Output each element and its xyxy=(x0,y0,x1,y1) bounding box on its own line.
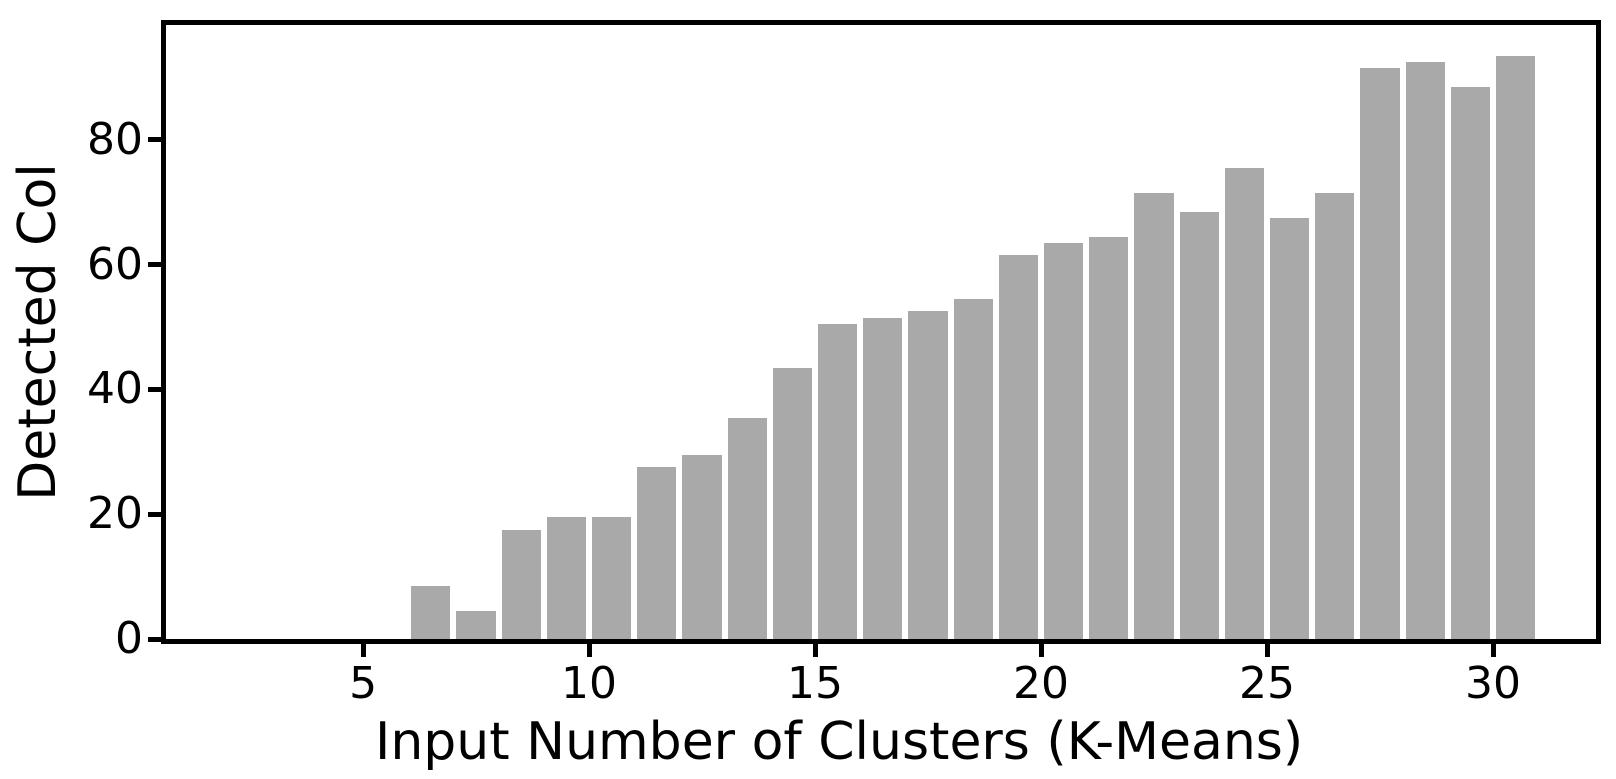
bar xyxy=(546,517,587,639)
bar xyxy=(1134,192,1174,639)
bar xyxy=(1269,217,1310,639)
bar xyxy=(501,529,541,639)
bar xyxy=(1450,86,1490,639)
y-tick-mark xyxy=(148,137,161,143)
bar xyxy=(1224,167,1264,639)
bar xyxy=(1495,55,1536,639)
y-tick-mark xyxy=(148,636,161,642)
bar xyxy=(1043,242,1084,639)
x-tick-mark xyxy=(586,644,592,657)
bar xyxy=(1089,236,1129,639)
bar xyxy=(1405,61,1445,639)
x-tick-label: 25 xyxy=(1239,658,1295,709)
bar xyxy=(772,367,813,639)
bar xyxy=(818,323,858,639)
bar xyxy=(1315,192,1355,639)
plot-area xyxy=(161,20,1601,644)
bar xyxy=(456,610,496,639)
bar xyxy=(637,467,677,639)
bar xyxy=(1179,211,1219,639)
bar xyxy=(908,311,948,639)
y-tick-mark xyxy=(148,386,161,392)
y-tick-label: 80 xyxy=(87,113,143,165)
x-tick-mark xyxy=(1264,644,1270,657)
bar xyxy=(411,586,451,639)
x-axis-label: Input Number of Clusters (K-Means) xyxy=(375,712,1304,772)
x-tick-mark xyxy=(1038,644,1044,657)
x-tick-mark xyxy=(360,644,366,657)
bar xyxy=(953,298,993,639)
bar xyxy=(727,417,767,639)
x-tick-label: 20 xyxy=(1013,658,1069,709)
x-tick-label: 5 xyxy=(349,658,378,709)
x-tick-label: 30 xyxy=(1465,658,1521,709)
bar xyxy=(682,454,722,639)
y-tick-label: 40 xyxy=(87,363,143,415)
y-tick-label: 0 xyxy=(115,613,143,664)
x-tick-label: 10 xyxy=(561,658,617,709)
y-tick-mark xyxy=(148,262,161,268)
y-axis-label: Detected Col xyxy=(8,163,68,501)
bar xyxy=(1360,68,1400,639)
x-tick-mark xyxy=(812,644,818,657)
bar xyxy=(863,317,903,639)
y-tick-label: 60 xyxy=(87,238,143,290)
bar xyxy=(998,255,1038,640)
bar xyxy=(592,517,632,639)
x-tick-label: 15 xyxy=(787,658,843,709)
y-tick-label: 20 xyxy=(87,488,143,540)
x-tick-mark xyxy=(1490,644,1496,657)
y-tick-mark xyxy=(148,511,161,517)
